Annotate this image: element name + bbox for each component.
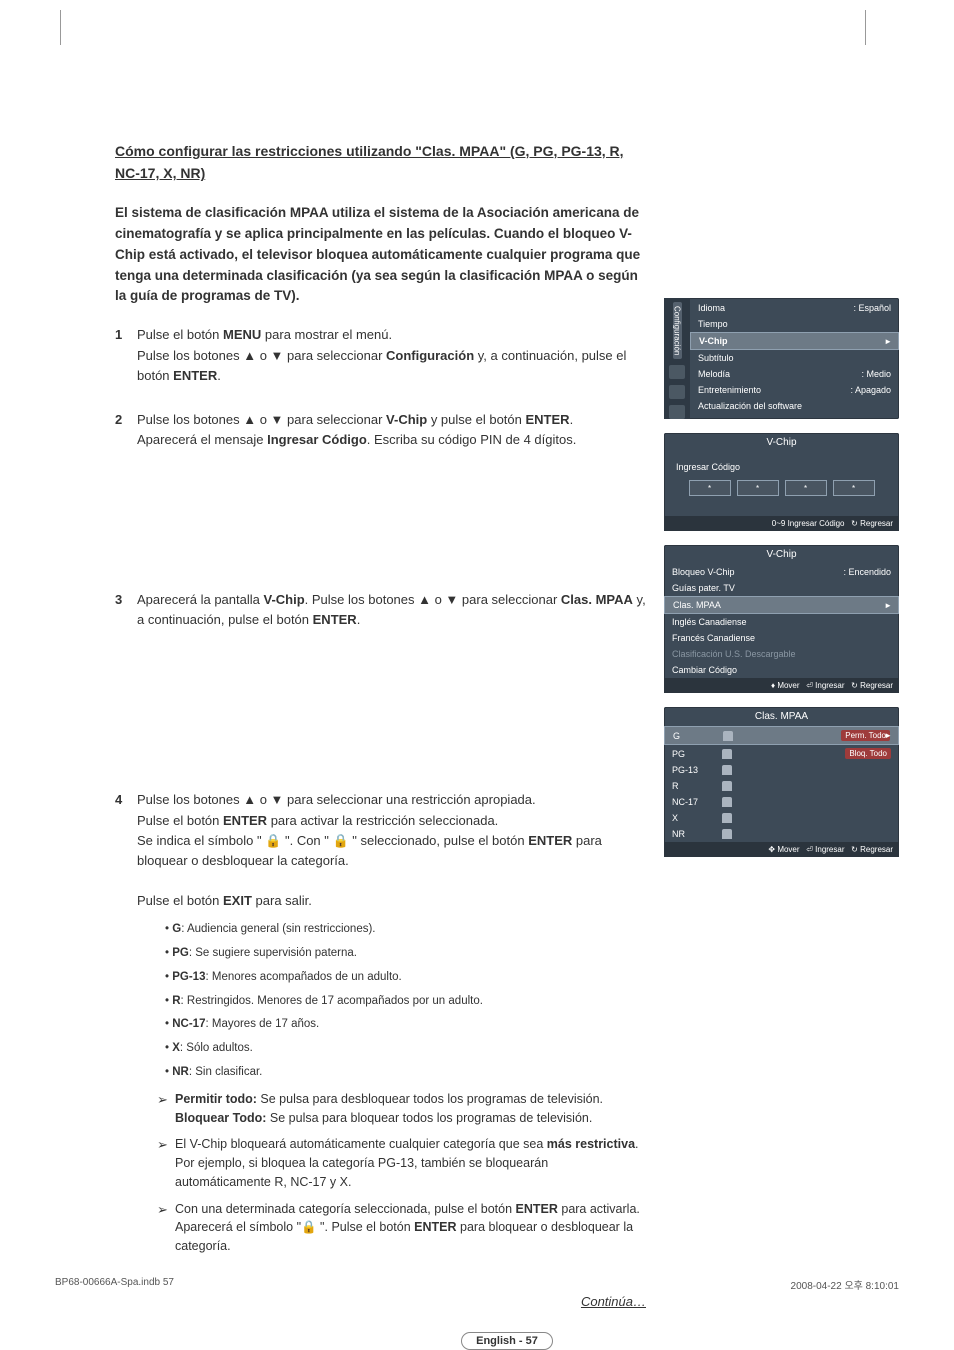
- gear-icon: [669, 365, 685, 379]
- osd-row: Inglés Canadiense: [664, 614, 899, 630]
- note-enter-lock: ➢ Con una determinada categoría seleccio…: [157, 1200, 646, 1256]
- osd-rating-row: X: [664, 810, 899, 826]
- lock-icon: [722, 797, 732, 807]
- osd-configuracion: Configuración Idioma: EspañolTiempoV-Chi…: [664, 298, 899, 419]
- section-title: Cómo configurar las restricciones utiliz…: [115, 140, 646, 185]
- rating-desc: • PG: Se sugiere supervisión paterna.: [165, 945, 646, 963]
- continue-label: Continúa…: [115, 1294, 646, 1309]
- lock-icon: [722, 813, 732, 823]
- osd-row: Melodía: Medio: [690, 366, 899, 382]
- footer-date: 2008-04-22 오후 8:10:01: [791, 1277, 899, 1292]
- rating-desc: • X: Sólo adultos.: [165, 1040, 646, 1058]
- step-3: 3 Aparecerá la pantalla V-Chip. Pulse lo…: [115, 590, 646, 630]
- lock-icon: [722, 765, 732, 775]
- osd-row: Cambiar Código: [664, 662, 899, 678]
- osd-row: Guías pater. TV: [664, 580, 899, 596]
- osd-row: Clasificación U.S. Descargable: [664, 646, 899, 662]
- osd-rating-row: NR: [664, 826, 899, 842]
- cloud-icon: [669, 385, 685, 399]
- osd-rating-row: PG-13: [664, 762, 899, 778]
- osd-ingresar-codigo: V-Chip Ingresar Código **** 0~9 Ingresar…: [664, 433, 899, 531]
- page-number: English - 57: [461, 1332, 553, 1350]
- pin-digit: *: [785, 480, 827, 496]
- lock-icon: [722, 781, 732, 791]
- osd-row: Tiempo: [690, 316, 899, 332]
- lock-icon: [722, 829, 732, 839]
- osd-rating-row: GPerm. Todo: [664, 726, 899, 745]
- pin-digit: *: [689, 480, 731, 496]
- rating-desc: • PG-13: Menores acompañados de un adult…: [165, 969, 646, 987]
- lock-icon: [722, 749, 732, 759]
- osd-vchip-menu: V-Chip Bloqueo V-Chip: EncendidoGuías pa…: [664, 545, 899, 693]
- step-2: 2 Pulse los botones ▲ o ▼ para seleccion…: [115, 410, 646, 450]
- osd-row: V-Chip: [690, 332, 899, 350]
- osd-row: Clas. MPAA: [664, 596, 899, 614]
- note-restrictive: ➢ El V-Chip bloqueará automáticamente cu…: [157, 1135, 646, 1191]
- pin-digit: *: [737, 480, 779, 496]
- step-1: 1 Pulse el botón MENU para mostrar el me…: [115, 325, 646, 385]
- osd-side-tab: Configuración: [673, 302, 682, 359]
- footer-file: BP68-00666A-Spa.indb 57: [55, 1277, 174, 1292]
- ratings-list: • G: Audiencia general (sin restriccione…: [137, 921, 646, 1082]
- note-permit-block: ➢ Permitir todo: Se pulsa para desbloque…: [157, 1090, 646, 1128]
- osd-row: Subtítulo: [690, 350, 899, 366]
- osd-row: Bloqueo V-Chip: Encendido: [664, 564, 899, 580]
- rating-desc: • NR: Sin clasificar.: [165, 1064, 646, 1082]
- osd-row: Actualización del software: [690, 398, 899, 414]
- lock-icon: [723, 731, 733, 741]
- pin-label: Ingresar Código: [676, 462, 887, 472]
- pin-boxes: * * * *: [676, 480, 887, 496]
- osd-row: Entretenimiento: Apagado: [690, 382, 899, 398]
- osd-rating-row: NC-17: [664, 794, 899, 810]
- pin-digit: *: [833, 480, 875, 496]
- picture-icon: [669, 405, 685, 419]
- step-4: 4 Pulse los botones ▲ o ▼ para seleccion…: [115, 790, 646, 1264]
- lead-paragraph: El sistema de clasificación MPAA utiliza…: [115, 203, 646, 308]
- osd-rating-row: PGBloq. Todo: [664, 745, 899, 762]
- osd-clas-mpaa: Clas. MPAA GPerm. TodoPGBloq. TodoPG-13R…: [664, 707, 899, 857]
- osd-row: Idioma: Español: [690, 300, 899, 316]
- osd-row: Francés Canadiense: [664, 630, 899, 646]
- rating-desc: • R: Restringidos. Menores de 17 acompañ…: [165, 993, 646, 1011]
- rating-desc: • G: Audiencia general (sin restriccione…: [165, 921, 646, 939]
- osd-rating-row: R: [664, 778, 899, 794]
- rating-desc: • NC-17: Mayores de 17 años.: [165, 1016, 646, 1034]
